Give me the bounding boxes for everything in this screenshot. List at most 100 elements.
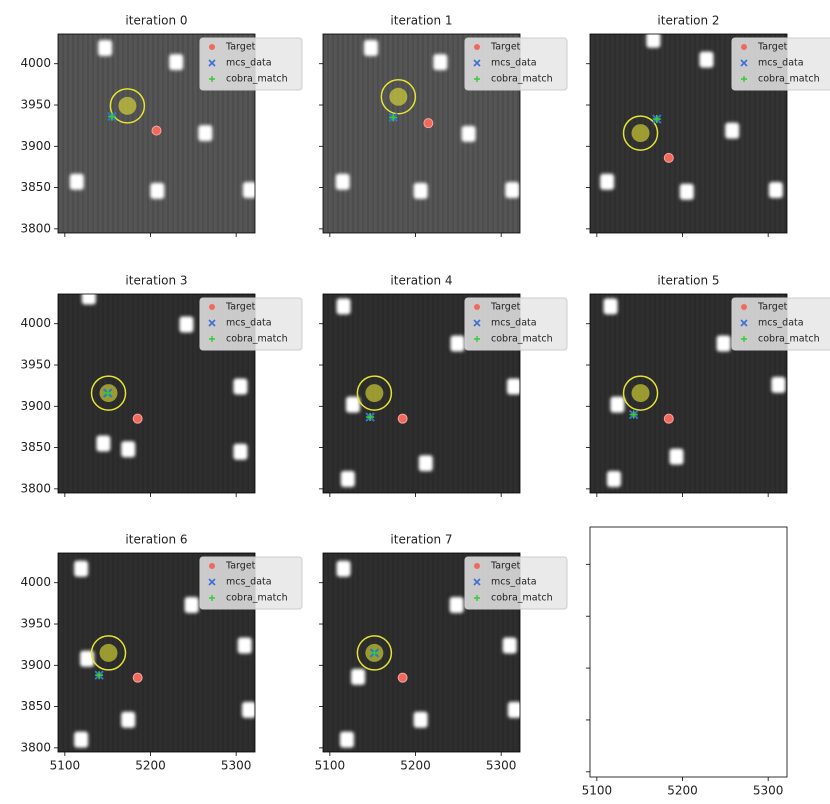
star (600, 173, 615, 190)
legend-marker (209, 304, 215, 310)
legend-label: cobra_match (491, 593, 553, 604)
legend: Target mcs_data cobra_match (731, 297, 830, 351)
star (80, 650, 95, 667)
legend-marker (209, 76, 215, 82)
star (725, 122, 740, 139)
panel-title: iteration 0 (125, 14, 187, 28)
star (413, 182, 428, 199)
star (74, 560, 89, 577)
cobra-marker (95, 671, 104, 680)
highlight-ring (356, 635, 393, 671)
panel-title: iteration 7 (390, 533, 452, 547)
panel-bg (590, 527, 787, 777)
legend: Target mcs_data cobra_match (464, 297, 568, 351)
legend-label: Target (225, 42, 256, 53)
star (336, 560, 351, 577)
legend-box (464, 556, 568, 610)
star (603, 298, 618, 315)
x-tick-label: 5100 (315, 759, 346, 773)
star (646, 34, 661, 48)
target-marker (663, 152, 674, 163)
legend-box (199, 297, 303, 351)
y-tick-label: 3950 (20, 358, 51, 372)
star (98, 40, 113, 57)
cobra-marker (389, 113, 398, 122)
highlight-ring (90, 635, 127, 671)
highlight-fill (365, 384, 384, 403)
star (81, 294, 96, 305)
legend-label: mcs_data (491, 58, 537, 69)
y-tick-label: 3800 (20, 221, 51, 235)
star (363, 40, 378, 57)
panel-frame (322, 293, 521, 494)
y-tick-label: 3850 (20, 699, 51, 713)
legend-marker (208, 59, 216, 67)
legend-label: Target (490, 42, 521, 53)
x-tick-label: 5200 (135, 759, 166, 773)
star (433, 54, 448, 71)
legend-marker (740, 59, 748, 67)
panel-frame (57, 552, 256, 753)
target-marker (397, 672, 408, 683)
star (610, 396, 625, 413)
y-tick-label: 4000 (20, 316, 51, 330)
panel-title: iteration 1 (390, 14, 452, 28)
x-tick-label: 5200 (667, 784, 698, 798)
highlight-ring (356, 375, 393, 411)
star (413, 711, 428, 728)
legend-marker (208, 319, 216, 327)
y-tick-label: 3900 (20, 139, 51, 153)
star (121, 711, 136, 728)
legend-marker (474, 44, 480, 50)
legend-marker (473, 319, 481, 327)
highlight-ring (622, 375, 659, 411)
legend-marker (474, 336, 480, 342)
highlight-fill (99, 643, 118, 662)
plot-area (323, 294, 520, 493)
panel-title: iteration 6 (125, 533, 187, 547)
target-marker (132, 413, 143, 424)
star (606, 470, 621, 487)
legend-box (199, 556, 303, 610)
legend-label: Target (490, 561, 521, 572)
legend-label: mcs_data (758, 318, 804, 329)
legend-marker (209, 595, 215, 601)
highlight-ring (622, 115, 659, 151)
panel: iteration 4 Target mcs_data cobra_match (319, 274, 568, 497)
legend-label: cobra_match (758, 74, 820, 85)
x-tick-label: 5200 (400, 759, 431, 773)
x-tick-label: 5100 (582, 784, 613, 798)
cobra-marker (107, 112, 116, 121)
legend-label: Target (490, 302, 521, 313)
legend-box (199, 37, 303, 91)
legend: Target mcs_data cobra_match (199, 556, 303, 610)
legend-marker (741, 44, 747, 50)
star (242, 182, 255, 199)
star (505, 182, 520, 199)
star (237, 637, 252, 654)
legend-marker (473, 578, 481, 586)
x-tick-label: 5300 (221, 759, 252, 773)
legend-label: Target (757, 302, 788, 313)
legend-label: Target (225, 302, 256, 313)
star (768, 182, 783, 199)
legend-marker (474, 76, 480, 82)
legend-label: cobra_match (758, 334, 820, 345)
star (502, 637, 517, 654)
star (335, 173, 350, 190)
legend-label: mcs_data (226, 318, 272, 329)
highlight-fill (118, 96, 137, 115)
star (507, 701, 520, 718)
y-tick-label: 4000 (20, 575, 51, 589)
legend-marker (741, 76, 747, 82)
panel: iteration 3 3800 3850 3900 3950 4000 Target mcs… (20, 274, 303, 497)
star (771, 376, 786, 393)
legend-label: mcs_data (491, 577, 537, 588)
star (339, 731, 354, 748)
legend-label: mcs_data (758, 58, 804, 69)
highlight-ring (109, 88, 146, 124)
star (345, 396, 360, 413)
highlight-ring (380, 79, 417, 115)
highlight-fill (631, 124, 650, 143)
cobra-marker (370, 648, 379, 657)
